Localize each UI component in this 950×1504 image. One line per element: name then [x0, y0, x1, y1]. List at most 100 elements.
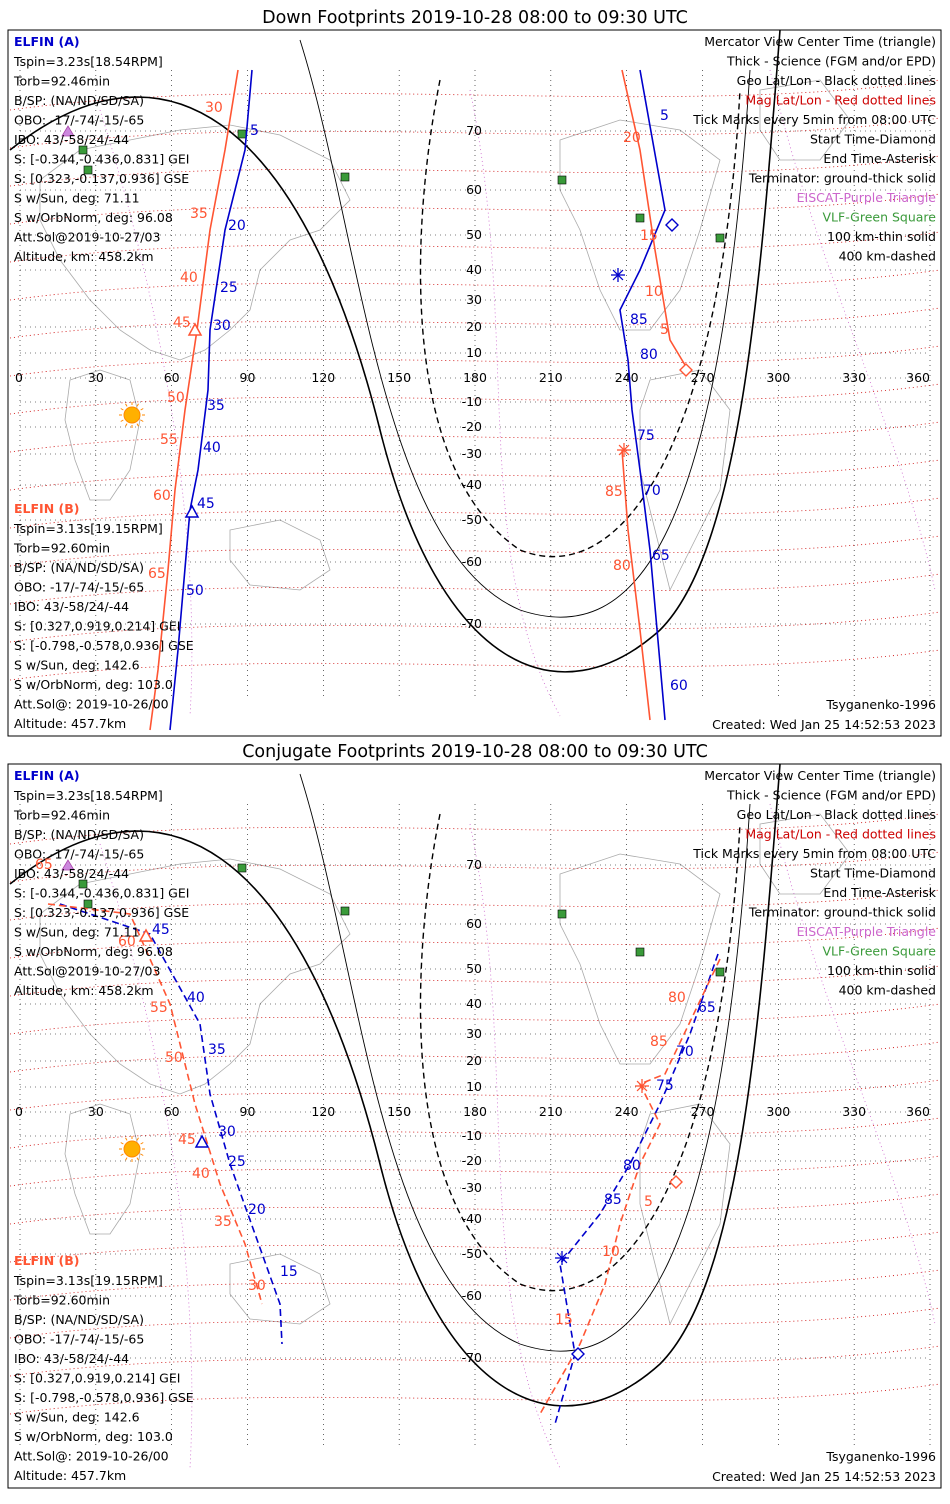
- elfin-b-info-line: B/SP: (NA/ND/SD/SA): [14, 1312, 144, 1327]
- elfin-b-info-line: S: [-0.798,-0.578,0.936] GSE: [14, 1390, 194, 1405]
- mag-meridian: [769, 69, 936, 591]
- track-tick-label: 15: [555, 1312, 573, 1328]
- legend-line: Geo Lat/Lon - Black dotted lines: [737, 807, 936, 822]
- mag-meridian: [99, 843, 193, 1469]
- track-tick-label: 5: [660, 322, 669, 338]
- vlf-square: [635, 213, 645, 223]
- sun-icon: [119, 402, 145, 428]
- mag-parallel: [9, 535, 941, 567]
- lat-tick-label: 10: [466, 345, 482, 360]
- lon-tick-label: 0: [15, 370, 23, 385]
- mag-parallel: [9, 1231, 941, 1263]
- lat-tick-label: -50: [462, 512, 482, 527]
- lat-tick-label: -60: [462, 1288, 482, 1303]
- track-tick-label: 20: [623, 130, 641, 146]
- vlf-square: [635, 947, 645, 957]
- vlf-square: [715, 233, 725, 243]
- sun-ray: [136, 1137, 139, 1141]
- mag-parallel: [9, 117, 941, 149]
- elfin-b-info-line: S: [0.327,0.919,0.214] GEI: [14, 619, 180, 634]
- lon-tick-label: 180: [463, 1104, 487, 1119]
- lat-tick-label: -10: [462, 1128, 482, 1143]
- track-tick-label: 45: [197, 496, 215, 512]
- lon-tick-label: 330: [842, 1104, 866, 1119]
- elfin-b-track-2: [539, 958, 721, 1415]
- sun-ray: [125, 1157, 128, 1161]
- legend-line: 400 km-dashed: [839, 249, 936, 264]
- legend-line: Mercator View Center Time (triangle): [704, 768, 936, 783]
- landmass: [639, 369, 731, 592]
- start-diamond-b: [669, 1175, 683, 1189]
- elfin-b-label: ELFIN (B): [14, 1253, 79, 1268]
- lon-tick-label: 360: [906, 370, 930, 385]
- legend-line: VLF-Green Square: [822, 944, 936, 959]
- vlf-square: [715, 967, 725, 977]
- elfin-a-info: ELFIN (A) Tspin=3.23s[18.54RPM] Torb=92.46…: [13, 768, 189, 998]
- elfin-b-info-line: Altitude: 457.7km: [14, 1468, 126, 1483]
- elfin-b-red-track-south: [621, 449, 651, 721]
- legend-line: Mercator View Center Time (triangle): [704, 34, 936, 49]
- sun-ray: [125, 403, 128, 407]
- legend-line: 100 km-thin solid: [827, 229, 936, 244]
- lon-tick-label: 60: [164, 370, 180, 385]
- conjugate-footprints-panel: Conjugate Footprints 2019-10-28 08:00 to…: [7, 742, 942, 1489]
- lat-tick-label: 40: [466, 996, 482, 1011]
- sun-ray: [136, 403, 139, 407]
- mag-meridian: [769, 803, 936, 1325]
- legend-line: Tick Marks every 5min from 08:00 UTC: [692, 846, 936, 861]
- mag-parallel: [9, 1117, 941, 1149]
- mag-parallel: [9, 1193, 941, 1225]
- track-tick-label: 15: [640, 228, 658, 244]
- track-tick-label: 30: [213, 318, 231, 334]
- legend-line: Mag Lat/Lon - Red dotted lines: [745, 93, 936, 108]
- landmass: [639, 1103, 731, 1326]
- sun-ray: [120, 408, 124, 411]
- elfin-b-info-line: IBO: 43/-58/24/-44: [14, 1351, 129, 1366]
- elfin-b-info-line: S w/OrbNorm, deg: 103.0: [14, 1429, 173, 1444]
- elfin-b-track-2: [621, 69, 689, 371]
- lon-tick-label: 180: [463, 370, 487, 385]
- mag-meridian: [469, 823, 561, 1469]
- track-tick-label: 45: [152, 922, 170, 938]
- elfin-a-label: ELFIN (A): [14, 768, 80, 783]
- lon-tick-label: 240: [615, 1104, 639, 1119]
- lon-tick-label: 120: [311, 370, 335, 385]
- elfin-a-track: [59, 903, 283, 1345]
- track-tick-label: 65: [698, 1000, 716, 1016]
- elfin-b-info-line: Tspin=3.13s[19.15RPM]: [13, 1273, 163, 1288]
- elfin-b-info-line: OBO: -17/-74/-15/-65: [14, 1332, 144, 1347]
- vlf-square: [340, 172, 350, 182]
- terminator-ground: [9, 29, 781, 673]
- lat-tick-label: -40: [462, 477, 482, 492]
- elfin-a-info-line: OBO: -17/-74/-15/-65: [14, 847, 144, 862]
- lat-tick-label: -30: [462, 446, 482, 461]
- track-tick-label: 30: [248, 1278, 266, 1294]
- lon-tick-label: 300: [766, 1104, 790, 1119]
- elfin-b-info-line: S w/OrbNorm, deg: 103.0: [14, 677, 173, 692]
- track-tick-label: 60: [118, 934, 136, 950]
- legend-line: Mag Lat/Lon - Red dotted lines: [745, 827, 936, 842]
- panel-title: Conjugate Footprints 2019-10-28 08:00 to…: [242, 742, 708, 762]
- lat-tick-label: 20: [466, 1053, 482, 1068]
- mag-parallel: [9, 307, 941, 339]
- track-tick-label: 35: [208, 1042, 226, 1058]
- legend-line: Tick Marks every 5min from 08:00 UTC: [692, 112, 936, 127]
- panel-frame: [7, 29, 942, 737]
- track-tick-label: 65: [148, 566, 166, 582]
- track-tick-label: 70: [676, 1044, 694, 1060]
- terminator-lines: [9, 29, 781, 673]
- landmass: [229, 519, 331, 591]
- track-markers: [138, 928, 683, 1361]
- mag-parallel: [9, 421, 941, 453]
- mag-parallel: [9, 1079, 941, 1111]
- legend-line: 400 km-dashed: [839, 983, 936, 998]
- elfin-b-info-line: Torb=92.60min: [13, 541, 110, 556]
- start-diamond-a: [571, 1347, 585, 1361]
- elfin-a-info-line: IBO: 43/-58/24/-44: [14, 866, 129, 881]
- legend-line: Start Time-Diamond: [810, 866, 936, 881]
- legend-line: End Time-Asterisk: [823, 151, 936, 166]
- lat-tick-label: -40: [462, 1211, 482, 1226]
- elfin-a-track: [169, 69, 253, 731]
- terminator-100km: [299, 773, 751, 1352]
- legend-line: Thick - Science (FGM and/or EPD): [726, 54, 936, 69]
